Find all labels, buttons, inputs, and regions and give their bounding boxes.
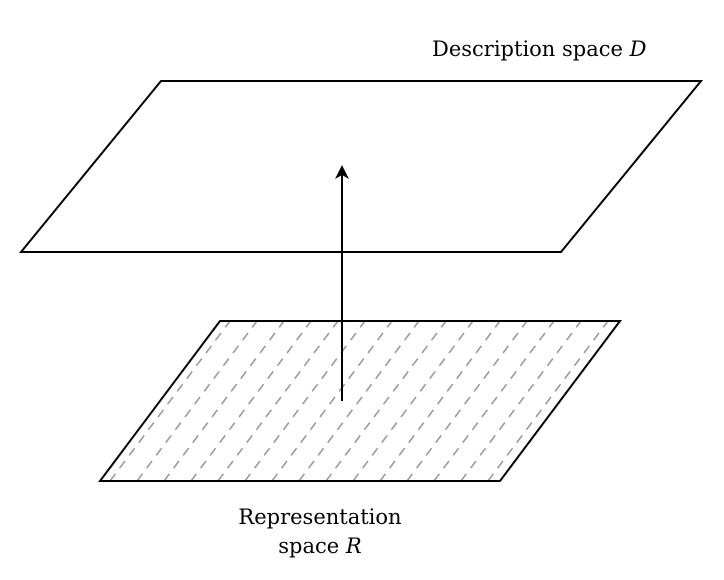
representation-space-text-line2: space	[278, 534, 340, 558]
hatch-line	[0, 321, 95, 481]
hatch-line	[650, 321, 724, 481]
hatch-line	[460, 321, 582, 481]
hatch-line	[217, 321, 339, 481]
hatch-line	[271, 321, 393, 481]
hatch-line	[109, 321, 231, 481]
representation-space-plane	[98, 320, 622, 482]
representation-space-label: Representation space R	[215, 503, 425, 561]
hatch-line	[136, 321, 258, 481]
hatch-line	[677, 321, 724, 481]
hatch-line	[595, 321, 620, 481]
hatch-line	[433, 321, 555, 481]
hatch-line	[0, 321, 14, 481]
hatch-line	[0, 321, 41, 481]
description-space-text: Description space	[432, 37, 623, 61]
hatch-line	[487, 321, 609, 481]
description-space-plane	[18, 80, 704, 253]
hatch-line	[163, 321, 285, 481]
hatch-line	[704, 321, 724, 481]
hatch-line	[406, 321, 528, 481]
hatch-line	[352, 321, 474, 481]
description-space-label: Description space D	[432, 35, 646, 64]
hatch-line	[100, 321, 123, 481]
hatch-line	[100, 321, 150, 481]
hatch-line	[379, 321, 501, 481]
description-space-symbol: D	[629, 37, 647, 61]
representation-space-symbol: R	[345, 534, 362, 558]
hatch-line	[0, 321, 68, 481]
hatch-line	[623, 321, 724, 481]
representation-space-hatch	[0, 321, 724, 481]
hatch-line	[298, 321, 420, 481]
hatch-line	[325, 321, 447, 481]
hatch-line	[100, 321, 204, 481]
hatch-line	[514, 321, 620, 481]
hatch-line	[568, 321, 620, 481]
hatch-line	[100, 321, 177, 481]
hatch-line	[244, 321, 366, 481]
representation-space-text-line1: Representation	[238, 505, 402, 529]
hatch-line	[190, 321, 312, 481]
